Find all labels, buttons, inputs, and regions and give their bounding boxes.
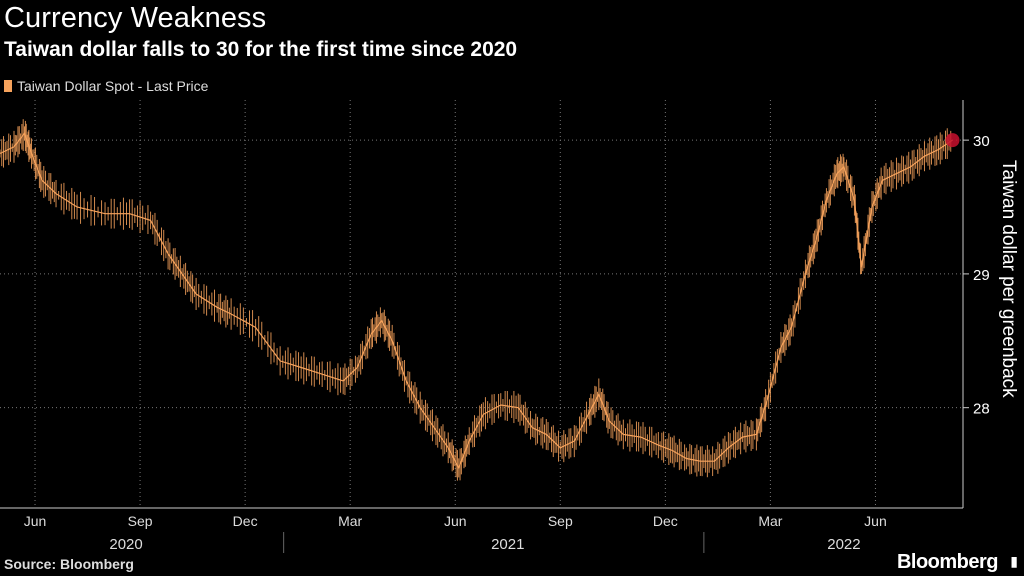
- chart-title: Currency Weakness: [4, 2, 267, 34]
- x-tick-label: Mar: [758, 513, 782, 529]
- y-tick-label: 28: [973, 401, 990, 418]
- x-tick-label: Jun: [444, 513, 467, 529]
- x-tick-label: Sep: [128, 513, 153, 529]
- x-tick-label: Mar: [338, 513, 362, 529]
- x-tick-label: Jun: [864, 513, 887, 529]
- x-tick-label: Dec: [233, 513, 258, 529]
- series-line: [0, 132, 953, 470]
- year-label: 2022: [827, 536, 860, 553]
- legend: Taiwan Dollar Spot - Last Price: [4, 78, 208, 94]
- source-note: Source: Bloomberg: [4, 556, 134, 572]
- year-label: 2020: [109, 536, 142, 553]
- chart-icon: ▮: [1010, 553, 1018, 569]
- x-tick-label: Dec: [653, 513, 678, 529]
- brand-logo: Bloomberg: [896, 551, 999, 573]
- legend-label: Taiwan Dollar Spot - Last Price: [17, 78, 209, 94]
- y-tick-label: 29: [973, 267, 990, 284]
- legend-swatch: [4, 80, 12, 92]
- x-tick-label: Sep: [548, 513, 573, 529]
- chart-subtitle: Taiwan dollar falls to 30 for the first …: [4, 38, 518, 61]
- x-tick-label: Jun: [24, 513, 47, 529]
- last-price-marker: [945, 133, 960, 148]
- y-tick-label: 30: [973, 133, 990, 150]
- y-axis-label: Taiwan dollar per greenback: [998, 160, 1019, 398]
- year-label: 2021: [491, 536, 524, 553]
